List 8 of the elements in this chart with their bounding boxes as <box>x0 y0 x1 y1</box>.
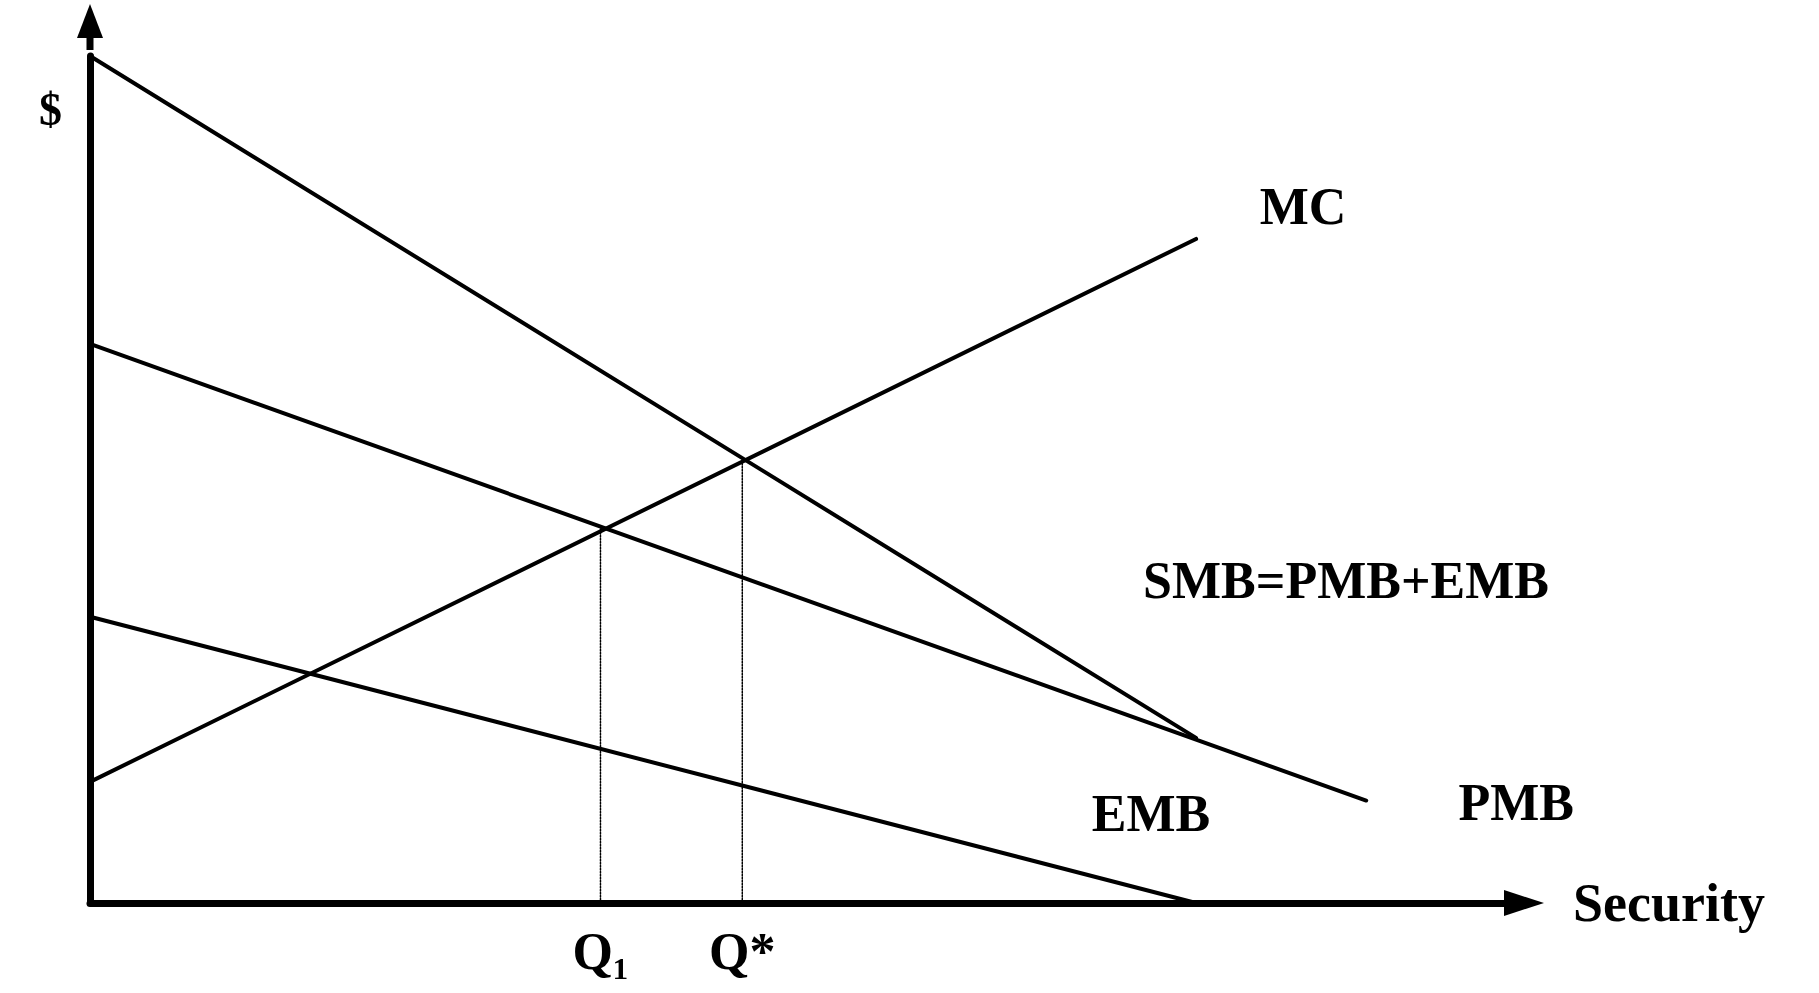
x-tick-label: Q₁ <box>572 922 629 980</box>
x-tick-label: Q* <box>709 922 776 980</box>
x-axis-title: Security <box>1573 873 1765 933</box>
series-label: MC <box>1259 178 1347 236</box>
series-label: PMB <box>1458 774 1574 832</box>
y-axis-title: $ <box>39 83 62 135</box>
series-label: EMB <box>1091 784 1211 842</box>
series-label: SMB=PMB+EMB <box>1143 552 1549 610</box>
